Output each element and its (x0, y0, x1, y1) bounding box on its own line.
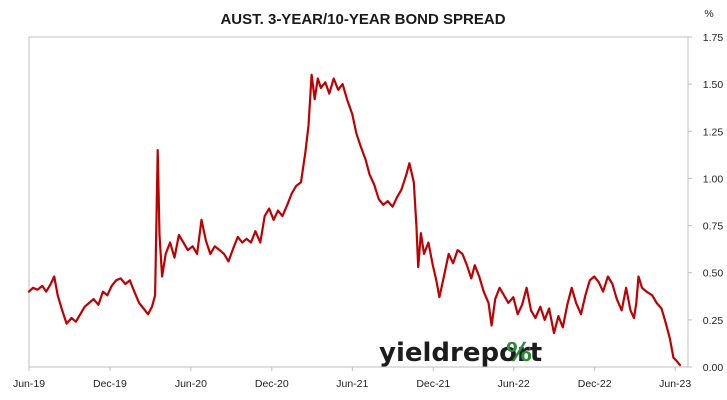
y-tick-label: 0.00 (703, 362, 724, 374)
y-axis-unit-label: % (704, 8, 713, 20)
y-tick-label: 0.75 (703, 221, 724, 233)
x-axis: Jun-19 Dec-19 Jun-20 Dec-20 Jun-21 Dec-21 Jun-… (13, 367, 691, 390)
y-tick-label: 0.25 (703, 315, 724, 327)
x-tick-label: Jun-19 (13, 378, 45, 390)
y-tick-label: 1.50 (703, 79, 724, 91)
x-tick-label: Jun-22 (498, 378, 530, 390)
plot-area (28, 36, 689, 368)
watermark-logo: yieldreport % (379, 338, 542, 368)
y-tick-label: 1.00 (703, 173, 724, 185)
y-tick-label: 0.50 (703, 268, 724, 280)
x-tick-label: Jun-21 (336, 378, 368, 390)
x-tick-label: Dec-20 (255, 378, 289, 390)
x-tick-label: Dec-22 (578, 378, 612, 390)
series-line (27, 73, 682, 367)
x-tick-label: Dec-19 (93, 378, 127, 390)
chart-title: AUST. 3-YEAR/10-YEAR BOND SPREAD (220, 11, 505, 28)
watermark-word: yieldreport (379, 338, 542, 368)
y-axis: 0.00 0.25 0.50 0.75 1.00 1.25 1.50 1.75 (688, 32, 723, 374)
x-tick-label: Jun-20 (175, 378, 207, 390)
y-tick-label: 1.25 (703, 126, 724, 138)
y-tick-label: 1.75 (703, 32, 724, 44)
x-tick-label: Jun-23 (659, 378, 691, 390)
x-tick-label: Dec-21 (416, 378, 450, 390)
watermark-percent-symbol: % (506, 338, 532, 368)
